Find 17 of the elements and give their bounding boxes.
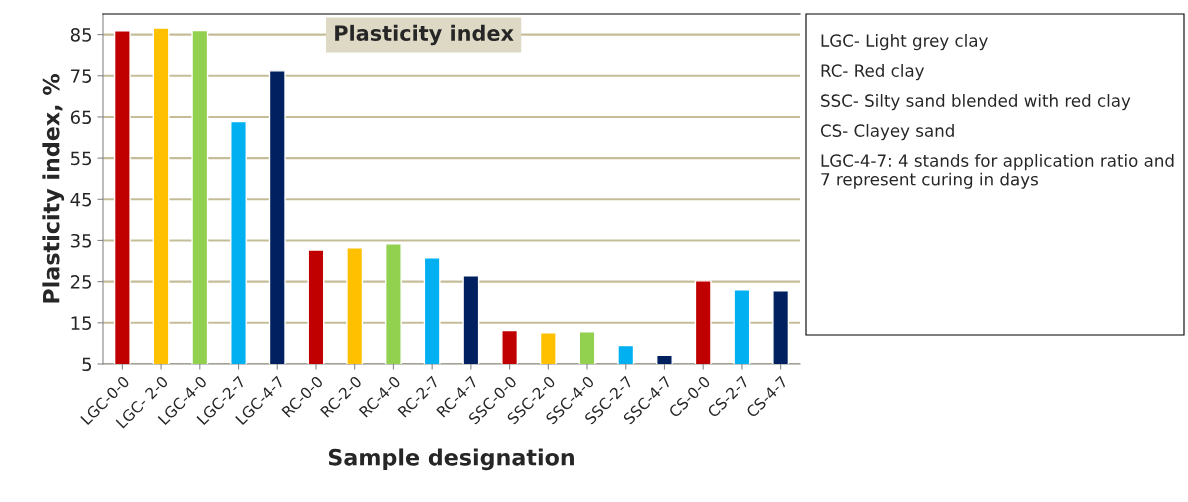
y-tick-label: 85 [70, 28, 92, 42]
y-tick-label: 65 [70, 110, 92, 125]
text: LGC-4-7: 4 stands for application ratio and 7 represent curing in days [821, 154, 1174, 189]
text: Plasticity index [335, 24, 514, 46]
y-tick-label: 15 [71, 316, 92, 330]
text: CS- Clayey sand [820, 124, 954, 141]
y-tick-label: 45 [70, 192, 92, 207]
x-axis-title: Sample designation [328, 448, 574, 471]
text: SSC- Silty sand blended with red clay [821, 94, 1131, 111]
y-tick-label: 25 [70, 275, 92, 289]
text: LGC- Light grey clay [821, 34, 988, 51]
y-axis-title: Plasticity index, % [42, 74, 65, 303]
y-tick-label: 55 [71, 151, 92, 166]
text: RC- Red clay [821, 64, 925, 81]
y-tick-label: 5 [82, 357, 92, 372]
y-tick-label: 35 [70, 233, 92, 248]
y-tick-label: 75 [71, 69, 92, 83]
